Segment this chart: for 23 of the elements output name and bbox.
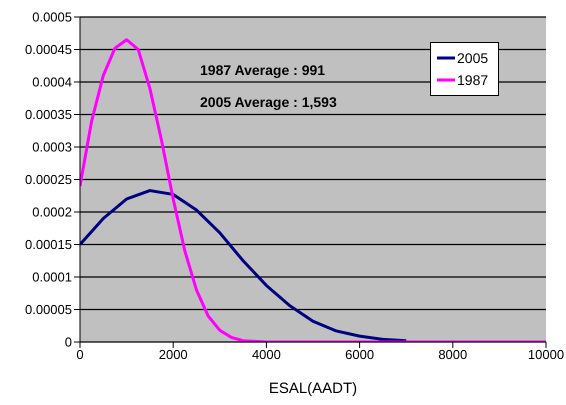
y-tick-label: 0.0004 bbox=[32, 74, 72, 90]
y-tick-label: 0.00045 bbox=[25, 42, 72, 58]
legend-label: 1987 bbox=[457, 72, 488, 88]
line-series bbox=[80, 189, 408, 342]
x-tick-label: 4000 bbox=[252, 347, 281, 362]
y-tick-label: 0.00035 bbox=[25, 107, 72, 122]
x-tick-label: 2000 bbox=[158, 347, 188, 362]
annotation: 1987 Average : 991 bbox=[200, 62, 326, 78]
x-tick-label: 10000 bbox=[528, 347, 564, 362]
y-tick-label: 0.0001 bbox=[32, 270, 72, 285]
y-tick-label: 0.00015 bbox=[25, 237, 72, 252]
y-tick-label: 0.0003 bbox=[32, 140, 72, 155]
y-tick-label: 0.00005 bbox=[25, 302, 72, 318]
y-tick-label: 0 bbox=[64, 334, 72, 350]
x-tick-label: 8000 bbox=[438, 347, 468, 362]
legend-label: 2005 bbox=[457, 50, 488, 66]
y-tick-label: 0.00025 bbox=[25, 172, 72, 188]
x-axis-title: ESAL(AADT) bbox=[268, 380, 358, 397]
x-tick-label: 0 bbox=[76, 347, 84, 362]
y-tick-label: 0.0005 bbox=[32, 10, 72, 25]
y-tick-label: 0.0002 bbox=[32, 204, 72, 220]
annotation: 2005 Average : 1,593 bbox=[200, 94, 337, 110]
x-tick-label: 6000 bbox=[345, 347, 374, 362]
